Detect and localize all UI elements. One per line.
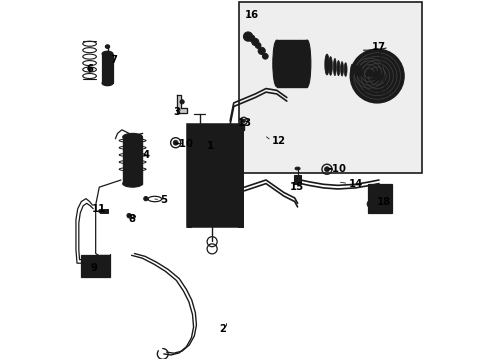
Text: 6: 6 — [86, 64, 93, 74]
Circle shape — [369, 189, 380, 201]
Ellipse shape — [324, 54, 328, 75]
Text: 18: 18 — [376, 197, 390, 207]
Bar — [294, 175, 300, 184]
Circle shape — [255, 42, 261, 48]
Text: –10: –10 — [326, 164, 346, 174]
Text: 12: 12 — [271, 136, 285, 145]
Ellipse shape — [353, 65, 358, 76]
Circle shape — [180, 100, 184, 104]
Text: 4: 4 — [142, 150, 149, 160]
Text: 1: 1 — [206, 141, 214, 151]
Ellipse shape — [333, 58, 336, 76]
Text: 2: 2 — [219, 324, 226, 334]
Circle shape — [262, 53, 267, 59]
Circle shape — [248, 35, 254, 41]
Circle shape — [99, 210, 102, 213]
Ellipse shape — [122, 134, 142, 140]
Bar — [81, 255, 110, 277]
Circle shape — [366, 201, 373, 208]
Ellipse shape — [344, 63, 346, 76]
Circle shape — [351, 55, 386, 91]
Circle shape — [173, 140, 178, 145]
Circle shape — [378, 200, 386, 208]
Circle shape — [380, 202, 384, 206]
Ellipse shape — [336, 60, 339, 76]
Ellipse shape — [303, 40, 310, 87]
Circle shape — [295, 178, 299, 182]
Ellipse shape — [102, 81, 113, 86]
Ellipse shape — [272, 40, 280, 87]
Text: 5: 5 — [160, 195, 167, 205]
Circle shape — [324, 167, 329, 172]
Text: 7: 7 — [110, 55, 117, 65]
Circle shape — [242, 119, 245, 123]
Circle shape — [143, 197, 148, 201]
Text: 13: 13 — [237, 118, 251, 128]
Circle shape — [251, 39, 258, 45]
Circle shape — [88, 67, 91, 71]
Circle shape — [349, 49, 403, 103]
Bar — [367, 184, 391, 213]
Text: 3: 3 — [173, 107, 180, 117]
Ellipse shape — [350, 64, 353, 77]
Circle shape — [372, 192, 378, 198]
Bar — [238, 125, 242, 226]
Text: –10: –10 — [175, 139, 193, 149]
Circle shape — [243, 32, 252, 41]
Bar — [100, 210, 108, 213]
Text: 9: 9 — [90, 263, 97, 273]
Ellipse shape — [105, 45, 109, 48]
Ellipse shape — [102, 51, 113, 56]
Circle shape — [372, 72, 381, 80]
Circle shape — [126, 213, 131, 218]
Bar — [276, 40, 306, 87]
Text: 8: 8 — [128, 215, 135, 224]
Text: 17: 17 — [371, 42, 385, 52]
Bar — [122, 137, 142, 184]
Ellipse shape — [340, 62, 343, 76]
Text: 15: 15 — [289, 182, 303, 192]
Ellipse shape — [357, 66, 362, 77]
Circle shape — [366, 70, 371, 76]
Bar — [102, 54, 113, 83]
Bar — [187, 125, 191, 226]
Bar — [239, 3, 421, 173]
Ellipse shape — [328, 57, 332, 75]
Text: 14: 14 — [348, 179, 362, 189]
Text: 11: 11 — [92, 204, 106, 214]
Polygon shape — [177, 95, 187, 113]
Ellipse shape — [122, 180, 142, 187]
Ellipse shape — [294, 167, 300, 170]
Text: 16: 16 — [244, 10, 258, 20]
Circle shape — [258, 47, 265, 54]
Bar — [187, 125, 242, 226]
